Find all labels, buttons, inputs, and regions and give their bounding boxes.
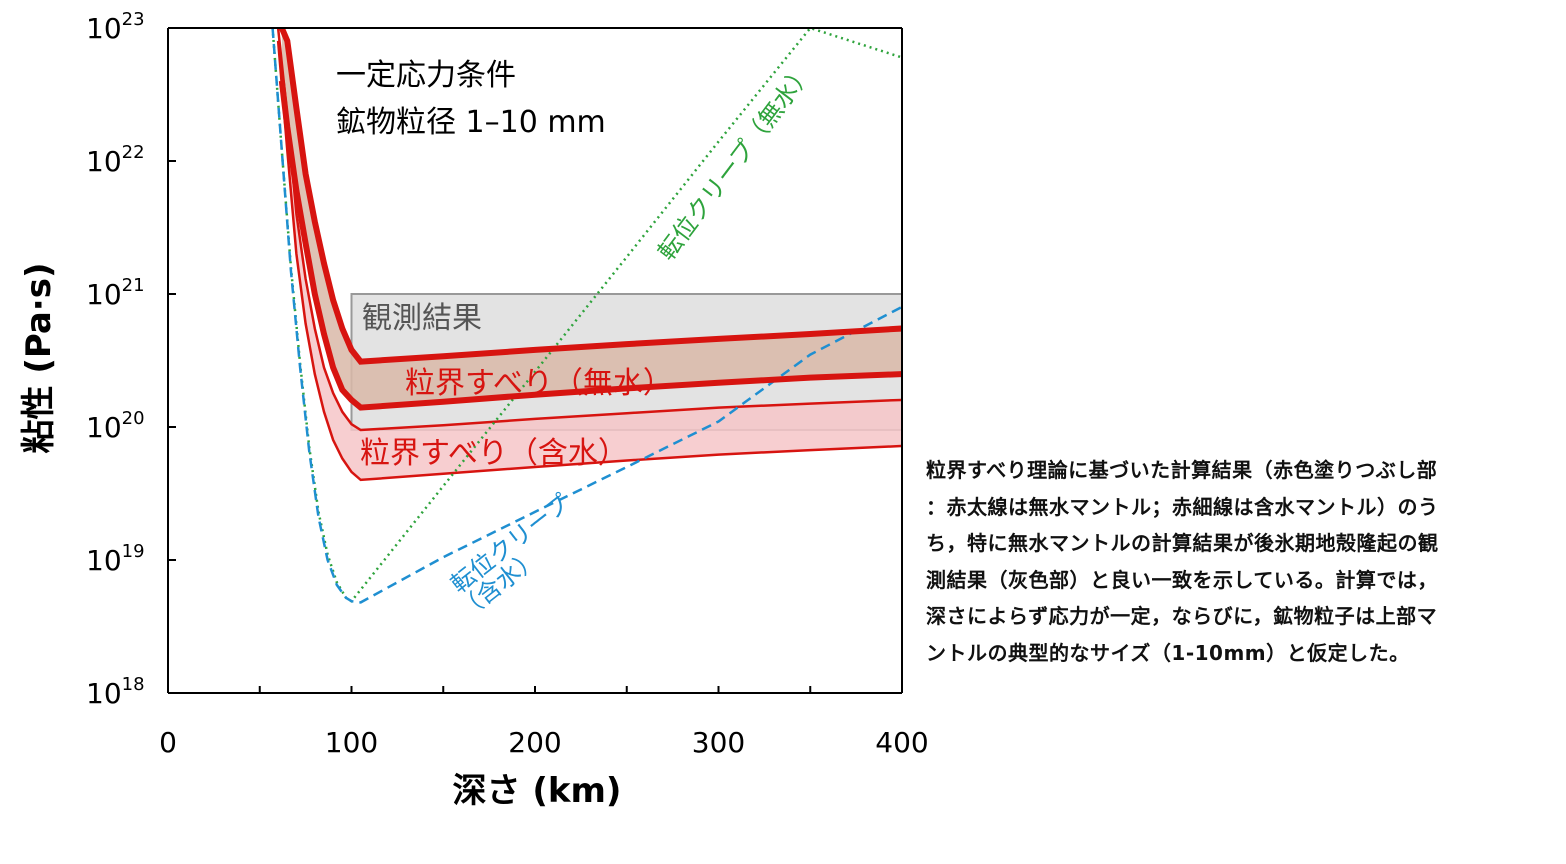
x-tick-label: 100	[325, 726, 378, 759]
dry-grain-boundary-sliding-band	[281, 28, 901, 408]
y-axis-label: 粘性 (Pa·s)	[19, 262, 59, 453]
y-tick-label: 1020	[86, 408, 145, 444]
caption-line: ち，特に無水マントルの計算結果が後氷期地殻隆起の観	[926, 531, 1439, 555]
wet-grain-boundary-sliding-band	[278, 28, 901, 480]
y-tick-label: 1023	[86, 9, 145, 45]
caption-line: 測結果（灰色部）と良い一致を示している。計算では，	[926, 567, 1438, 592]
x-tick-label: 400	[875, 726, 928, 759]
y-tick-label: 1022	[86, 142, 145, 178]
wet-gbs-upper-line	[276, 28, 901, 432]
dry-dislocation-label: 転位クリープ（無水）	[652, 58, 818, 265]
observation-label: 観測結果	[362, 301, 482, 336]
wet-gbs-label: 粒界すべり（含水）	[360, 436, 628, 471]
dry-gbs-upper-line	[279, 28, 901, 365]
x-tick-label: 300	[692, 726, 745, 759]
caption-line: ：赤太線は無水マントル；赤細線は含水マントル）のう	[926, 494, 1439, 519]
caption-line: 粒界すべり理論に基づいた計算結果（赤色塗りつぶし部	[926, 458, 1438, 482]
x-ticks: 0 100 200 300 400	[159, 686, 929, 759]
caption-line: 深さによらず応力が一定，ならびに，鉱物粒子は上部マ	[926, 604, 1438, 628]
viscosity-depth-chart: 0 100 200 300 400 1018 1019 1020 1021 1022 1023 深…	[19, 9, 929, 811]
y-ticks: 1018 1019 1020 1021 1022 1023	[86, 9, 176, 710]
x-tick-label: 0	[159, 726, 177, 759]
x-axis-label: 深さ (km)	[453, 771, 622, 811]
caption-line: ントルの典型的なサイズ（1-10mm）と仮定した。	[926, 640, 1410, 665]
y-tick-label: 1021	[86, 275, 145, 311]
dry-gbs-lower-line	[278, 80, 901, 411]
dry-gbs-label: 粒界すべり（無水）	[405, 366, 673, 401]
y-tick-label: 1019	[86, 541, 145, 577]
x-tick-label: 200	[508, 726, 561, 759]
condition-stress: 一定応力条件	[336, 58, 516, 93]
wet-gbs-lower-line	[276, 40, 901, 482]
y-tick-label: 1018	[86, 674, 145, 710]
condition-grain-size: 鉱物粒径 1–10 mm	[336, 105, 606, 140]
figure-caption: 粒界すべり理論に基づいた計算結果（赤色塗りつぶし部 ：赤太線は無水マントル；赤細…	[926, 452, 1552, 671]
wet-dislocation-creep-line	[271, 28, 901, 604]
